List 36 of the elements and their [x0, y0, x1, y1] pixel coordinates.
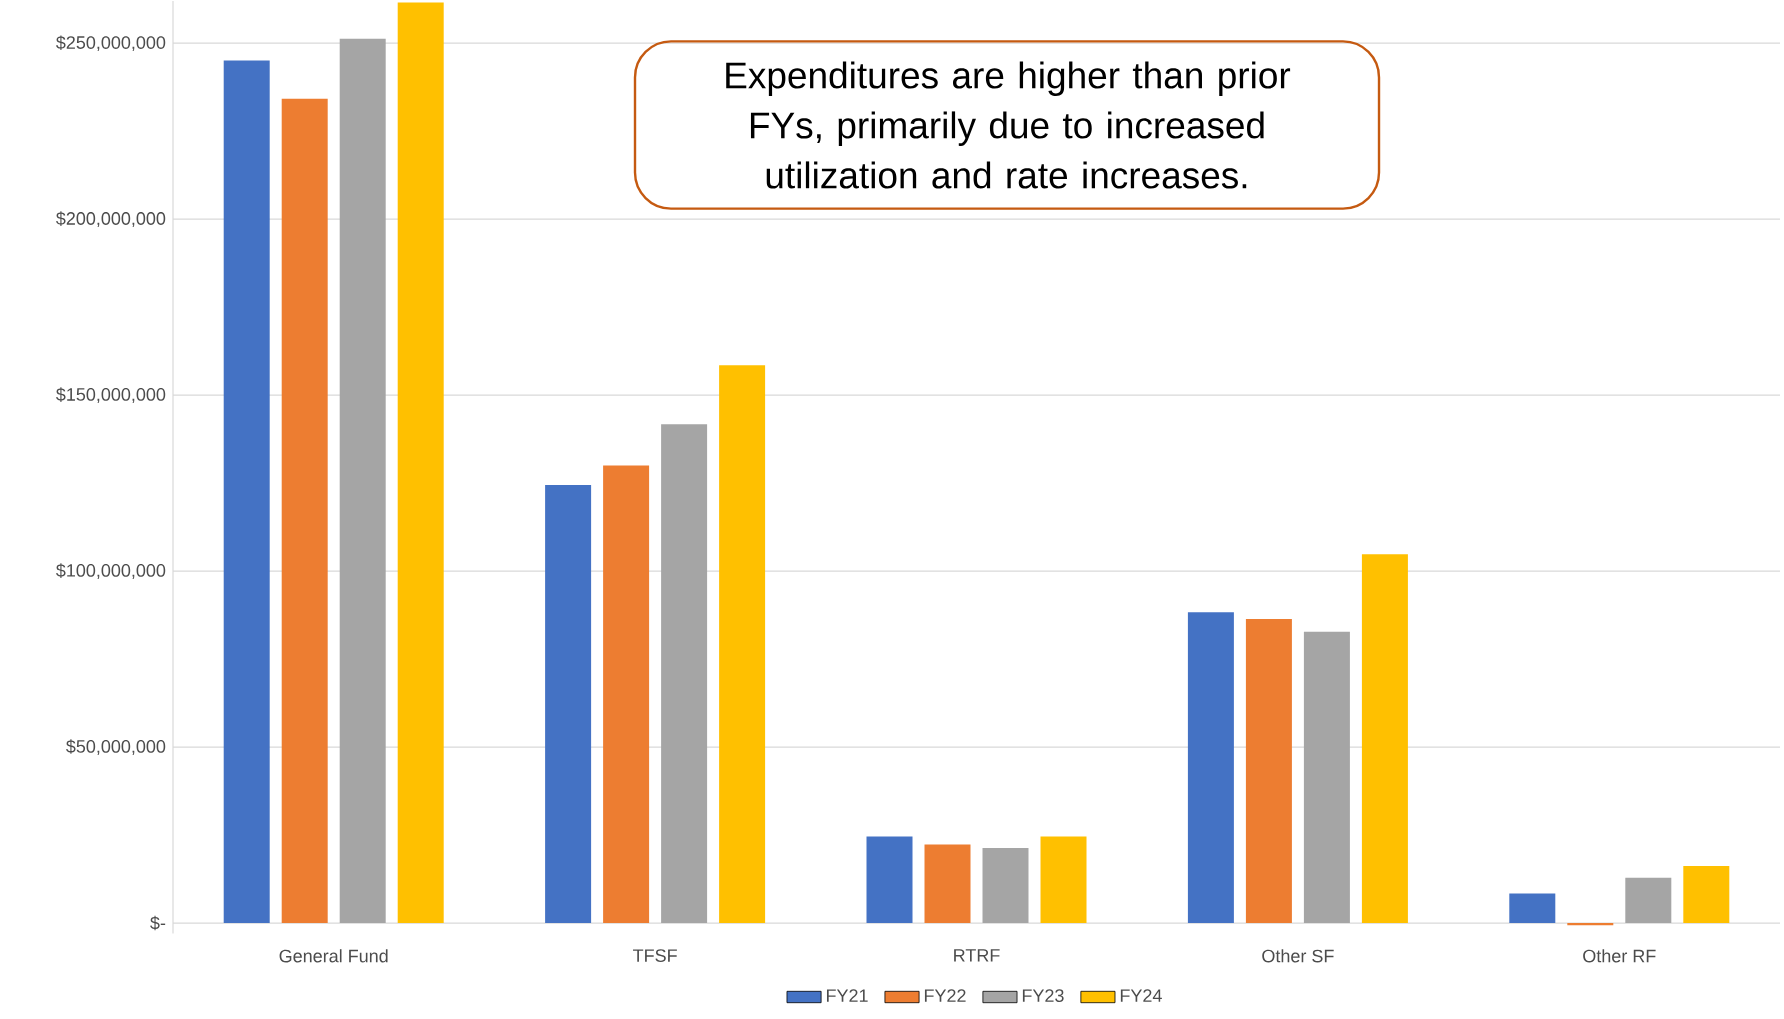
bar	[339, 38, 386, 924]
x-tick-label: Other RF	[1583, 949, 1656, 963]
y-tick-label: $150,000,000	[56, 387, 166, 403]
bar	[1303, 631, 1350, 924]
bar	[545, 484, 592, 924]
y-tick-label: $50,000,000	[66, 739, 166, 755]
x-tick-label: Other SF	[1262, 949, 1334, 963]
bar	[1509, 893, 1556, 924]
bar	[866, 836, 913, 924]
bar	[397, 2, 444, 924]
annotation: Expenditures are higher than prior FYs, primarily due to increased utilization and rate increases.	[726, 61, 1291, 189]
bar	[1625, 877, 1672, 924]
y-tick-label: $200,000,000	[56, 211, 166, 227]
bar	[1567, 923, 1614, 926]
bar	[223, 60, 270, 924]
bar	[1245, 618, 1292, 924]
bar	[982, 848, 1029, 924]
y-tick-label: $100,000,000	[56, 563, 166, 579]
legend-label: FY23	[1022, 989, 1064, 1002]
bar	[719, 365, 766, 924]
bar	[924, 844, 971, 924]
legend-label: FY24	[1120, 989, 1162, 1002]
y-tick-label: $-	[150, 915, 166, 931]
bar	[603, 465, 650, 924]
x-tick-label: TFSF	[633, 949, 677, 962]
bar	[1683, 866, 1730, 924]
y-tick-label: $250,000,000	[56, 35, 166, 52]
bar	[281, 98, 328, 924]
bar	[1187, 612, 1234, 924]
bar	[1040, 836, 1087, 924]
x-tick-label: General Fund	[279, 949, 388, 963]
bar	[1361, 554, 1408, 924]
x-tick-label: RTRF	[954, 949, 1000, 962]
legend-label: FY21	[826, 989, 868, 1002]
bar	[661, 424, 708, 924]
legend-label: FY22	[924, 989, 966, 1002]
